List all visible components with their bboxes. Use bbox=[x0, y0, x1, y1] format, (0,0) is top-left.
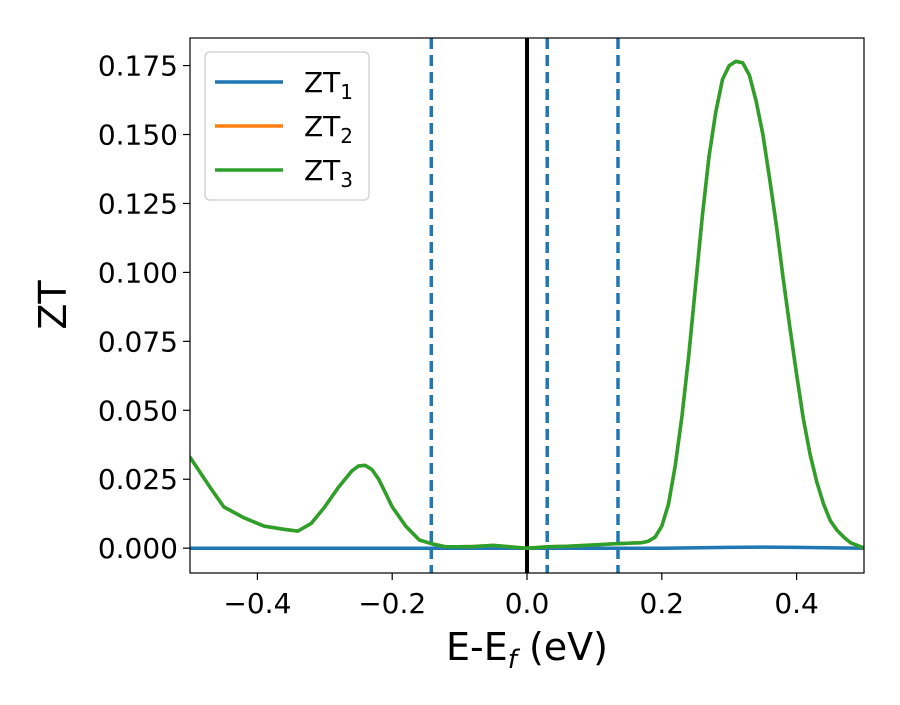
legend-label: ZT3 bbox=[304, 154, 353, 192]
y-tick-label: 0.175 bbox=[98, 50, 178, 83]
legend: ZT1 ZT2 ZT3 bbox=[204, 51, 370, 201]
series-layer bbox=[190, 59, 864, 550]
y-tick-label: 0.000 bbox=[98, 532, 178, 565]
y-axis: 0.000 0.025 0.050 0.075 0.100 0.125 0.150 0.175 bbox=[98, 50, 190, 565]
y-tick-label: 0.150 bbox=[98, 119, 178, 152]
x-tick-label: −0.4 bbox=[223, 587, 291, 620]
y-tick-label: 0.075 bbox=[98, 325, 178, 358]
legend-label: ZT2 bbox=[304, 110, 353, 148]
series-line-zt1 bbox=[190, 545, 864, 550]
y-tick-label: 0.125 bbox=[98, 187, 178, 220]
x-tick-label: 0.0 bbox=[505, 587, 550, 620]
reference-lines bbox=[429, 38, 620, 573]
x-tick-label: 0.4 bbox=[774, 587, 819, 620]
series-line-zt3 bbox=[190, 59, 864, 550]
x-axis: −0.4 −0.2 0.0 0.2 0.4 bbox=[223, 573, 819, 620]
x-tick-label: 0.2 bbox=[640, 587, 685, 620]
y-tick-label: 0.100 bbox=[98, 256, 178, 289]
legend-label: ZT1 bbox=[304, 66, 353, 104]
y-tick-label: 0.025 bbox=[98, 463, 178, 496]
x-tick-label: −0.2 bbox=[358, 587, 426, 620]
x-axis-label: E-Ef (eV) bbox=[446, 625, 608, 675]
y-tick-label: 0.050 bbox=[98, 394, 178, 427]
y-axis-label: ZT bbox=[31, 280, 75, 330]
legend-frame bbox=[204, 51, 370, 201]
